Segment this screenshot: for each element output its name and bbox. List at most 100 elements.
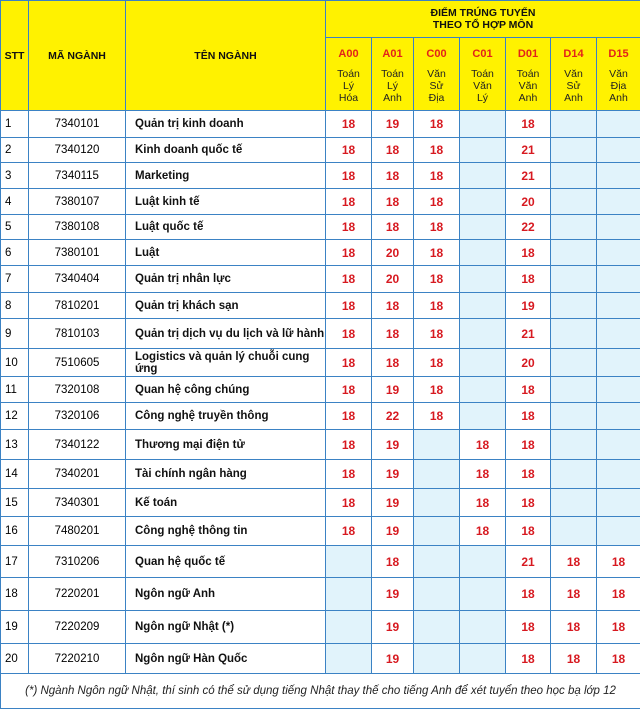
row-name: Quản trị khách sạn [125,292,326,319]
score-cell: 18 [413,402,460,430]
score-cell: 18 [325,162,372,189]
empty-score-cell [413,459,460,489]
combo-subjects: Toán Lý Anh [372,68,413,104]
empty-score-cell [550,402,597,430]
row-name: Logistics và quản lý chuỗi cung ứng [125,348,326,377]
row-code: 7320108 [28,376,126,403]
table-row: 11 7320108 Quan hệ công chúng 18 19 18 18 [0,376,640,403]
score-cell: 18 [371,318,414,349]
score-cell: 18 [459,488,506,517]
score-cell: 18 [325,110,372,138]
score-cell: 20 [371,239,414,266]
table-row: 1 7340101 Quản trị kinh doanh 18 19 18 18 [0,110,640,138]
score-cell: 19 [371,110,414,138]
row-code: 7340301 [28,488,126,517]
combo-subjects: Văn Địa Anh [597,68,640,104]
empty-score-cell [595,292,640,319]
combo-subjects: Văn Sử Địa [414,68,459,104]
score-cell: 18 [413,110,460,138]
score-cell: 18 [325,516,372,546]
row-stt: 8 [0,292,29,319]
row-stt: 6 [0,239,29,266]
score-cell: 18 [505,239,551,266]
subject: Sử [566,80,581,92]
score-cell: 21 [505,545,551,578]
row-name: Ngôn ngữ Nhật (*) [125,610,326,644]
row-name: Tài chính ngân hàng [125,459,326,489]
row-stt: 16 [0,516,29,546]
row-stt: 4 [0,188,29,215]
group-title-line2: THEO TỔ HỢP MÔN [432,19,534,31]
score-cell: 18 [371,188,414,215]
score-cell: 18 [371,292,414,319]
row-name: Quản trị kinh doanh [125,110,326,138]
score-cell: 18 [325,459,372,489]
score-cell: 18 [325,348,372,377]
empty-score-cell [550,348,597,377]
row-stt: 11 [0,376,29,403]
score-cell: 18 [505,610,551,644]
empty-score-cell [595,318,640,349]
score-cell: 18 [413,376,460,403]
score-cell: 18 [325,265,372,293]
row-code: 7480201 [28,516,126,546]
row-stt: 2 [0,137,29,163]
row-stt: 1 [0,110,29,138]
empty-score-cell [595,188,640,215]
score-cell: 19 [505,292,551,319]
row-code: 7810201 [28,292,126,319]
empty-score-cell [595,214,640,240]
score-cell: 19 [371,429,414,460]
score-cell: 18 [505,488,551,517]
row-name: Thương mại điện tử [125,429,326,460]
empty-score-cell [595,239,640,266]
score-cell: 18 [325,292,372,319]
subject: Địa [610,80,627,92]
empty-score-cell [550,214,597,240]
header-combo-d14: D14 Văn Sử Anh [550,37,597,111]
table-row: 15 7340301 Kế toán 18 19 18 18 [0,488,640,517]
score-cell: 22 [371,402,414,430]
empty-score-cell [413,516,460,546]
score-cell: 18 [459,429,506,460]
row-code: 7340120 [28,137,126,163]
score-cell: 18 [505,577,551,611]
empty-score-cell [413,488,460,517]
row-stt: 5 [0,214,29,240]
score-cell: 18 [595,643,640,674]
table-row: 2 7340120 Kinh doanh quốc tế 18 18 18 21 [0,137,640,163]
score-cell: 18 [325,137,372,163]
score-cell: 18 [505,643,551,674]
row-name: Quan hệ công chúng [125,376,326,403]
table-row: 12 7320106 Công nghệ truyền thông 18 22 18 18 [0,402,640,430]
header-combo-d15: D15 Văn Địa Anh [595,37,640,111]
empty-score-cell [325,643,372,674]
empty-score-cell [459,318,506,349]
score-cell: 20 [371,265,414,293]
row-stt: 3 [0,162,29,189]
combo-subjects: Toán Văn Anh [506,68,550,104]
group-title-line1: ĐIỂM TRÚNG TUYỂN [430,7,536,19]
score-cell: 18 [550,577,597,611]
empty-score-cell [595,488,640,517]
score-cell: 18 [413,348,460,377]
subject: Địa [428,92,445,104]
row-stt: 20 [0,643,29,674]
row-name: Luật kinh tế [125,188,326,215]
score-cell: 18 [505,110,551,138]
row-stt: 7 [0,265,29,293]
score-cell: 18 [371,214,414,240]
score-cell: 20 [505,348,551,377]
score-cell: 18 [459,459,506,489]
score-cell: 18 [595,545,640,578]
row-stt: 9 [0,318,29,349]
score-cell: 21 [505,137,551,163]
row-name: Kinh doanh quốc tế [125,137,326,163]
empty-score-cell [595,459,640,489]
table-row: 10 7510605 Logistics và quản lý chuỗi cung… [0,348,640,377]
row-code: 7380108 [28,214,126,240]
table-row: 5 7380108 Luật quốc tế 18 18 18 22 [0,214,640,240]
score-cell: 18 [325,214,372,240]
empty-score-cell [459,610,506,644]
empty-score-cell [459,376,506,403]
